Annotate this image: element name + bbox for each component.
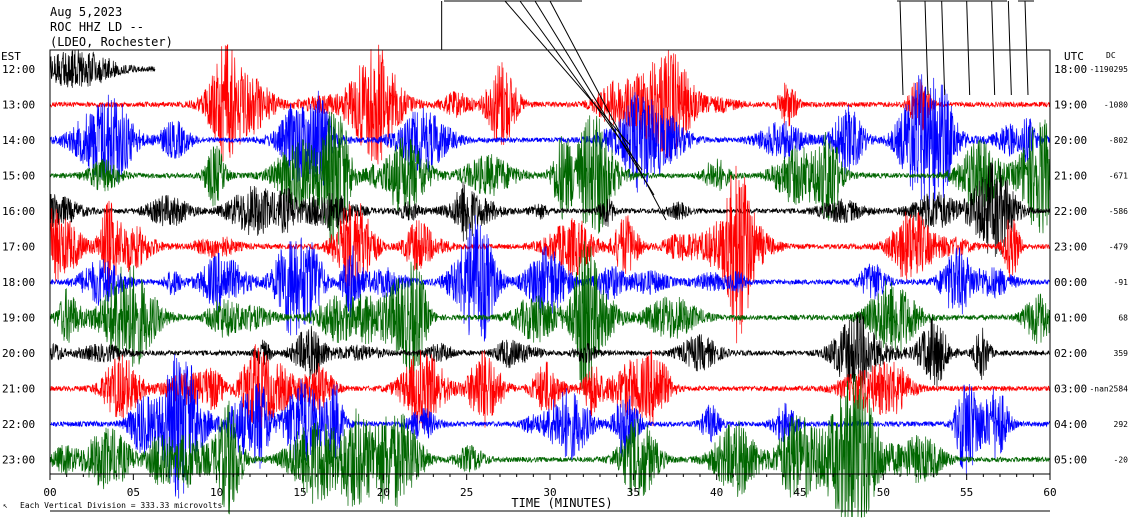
dc-offset-label: -nan2584 [1089, 385, 1128, 394]
seismic-trace-2300 [49, 373, 1051, 518]
dc-offset-label: 292 [1114, 420, 1129, 429]
event-marker-line [924, 0, 929, 96]
utc-hour-label: 05:00 [1054, 454, 1087, 467]
seismic-trace-2200 [49, 354, 1051, 499]
seismic-trace-1600 [49, 162, 1051, 257]
right-zone-label: UTC [1064, 50, 1084, 63]
seismic-trace-2100 [49, 344, 1050, 430]
trace-layer [49, 43, 1051, 518]
footer-scale-note: Each Vertical Division = 333.33 microvol… [20, 501, 222, 510]
event-marker-line [504, 0, 631, 146]
event-marker-line [1024, 0, 1029, 96]
x-axis-label: TIME (MINUTES) [511, 496, 612, 510]
utc-hour-label: 20:00 [1054, 134, 1087, 147]
utc-hour-label: 00:00 [1054, 276, 1087, 289]
dc-offset-label: -671 [1109, 172, 1128, 181]
footer-scale-icon: ↖ [3, 501, 8, 510]
utc-hour-label: 21:00 [1054, 170, 1087, 183]
est-hour-label: 17:00 [2, 241, 35, 254]
x-tick-label: 40 [710, 486, 723, 499]
est-hour-label: 23:00 [2, 454, 35, 467]
est-hour-label: 12:00 [2, 63, 35, 76]
seismic-trace-1300 [49, 43, 1051, 165]
utc-hour-label: 01:00 [1054, 312, 1087, 325]
dc-offset-label: 359 [1114, 349, 1129, 358]
utc-hour-label: 04:00 [1054, 418, 1087, 431]
x-tick-label: 20 [377, 486, 390, 499]
header-date: Aug 5,2023 [50, 5, 122, 19]
x-tick-label: 15 [293, 486, 306, 499]
dc-offset-label: -20 [1114, 456, 1129, 465]
seismic-trace-1400 [49, 74, 1051, 210]
x-tick-label: 45 [793, 486, 806, 499]
x-tick-label: 10 [210, 486, 223, 499]
event-marker-line [899, 0, 904, 96]
utc-hour-label: 19:00 [1054, 99, 1087, 112]
est-hour-label: 20:00 [2, 347, 35, 360]
x-tick-label: 60 [1043, 486, 1056, 499]
tick-layer: 00 05 10 15 20 25 30 35 40 45 50 55 60 [43, 474, 1057, 499]
x-tick-label: 55 [960, 486, 973, 499]
seismic-trace-1700 [49, 165, 1051, 344]
x-tick-label: 30 [543, 486, 556, 499]
utc-hour-label: 22:00 [1054, 205, 1087, 218]
est-hour-label: 22:00 [2, 418, 35, 431]
x-tick-label: 00 [43, 486, 56, 499]
left-zone-label: EST [1, 50, 21, 63]
dc-header: DC [1106, 51, 1116, 60]
utc-hour-label: 18:00 [1054, 63, 1087, 76]
est-hour-label: 19:00 [2, 312, 35, 325]
dc-offset-label: -1080 [1104, 101, 1128, 110]
dc-offset-label: -586 [1109, 207, 1128, 216]
utc-hour-label: 23:00 [1054, 241, 1087, 254]
dc-offset-label: -802 [1109, 136, 1128, 145]
est-hour-label: 15:00 [2, 170, 35, 183]
header-station: ROC HHZ LD -- [50, 20, 144, 34]
seismic-trace-1800 [49, 215, 1050, 342]
x-tick-label: 35 [627, 486, 640, 499]
header-network: (LDEO, Rochester) [50, 35, 173, 49]
event-marker-line [941, 0, 946, 96]
est-hour-label: 18:00 [2, 276, 35, 289]
est-hour-label: 13:00 [2, 99, 35, 112]
x-tick-label: 25 [460, 486, 473, 499]
x-tick-label: 05 [127, 486, 140, 499]
dc-offset-label: -1190295 [1089, 65, 1128, 74]
event-marker-line [966, 0, 971, 96]
dc-offset-label: 68 [1118, 314, 1128, 323]
seismic-trace-1200 [49, 49, 156, 88]
event-marker-line [534, 0, 655, 196]
dc-offset-label: -479 [1109, 243, 1128, 252]
est-hour-label: 21:00 [2, 383, 35, 396]
x-tick-label: 50 [877, 486, 890, 499]
event-marker-line [1007, 0, 1012, 96]
event-marker-line [549, 0, 667, 221]
est-hour-label: 16:00 [2, 205, 35, 218]
dc-offset-label: -91 [1114, 278, 1129, 287]
marker-layer [441, 0, 1029, 221]
seismic-trace-1900 [49, 241, 1051, 395]
seismic-trace-2000 [49, 312, 1051, 389]
seismic-trace-1500 [49, 111, 1051, 250]
event-marker-line [991, 0, 996, 96]
utc-hour-label: 03:00 [1054, 383, 1087, 396]
utc-hour-label: 02:00 [1054, 347, 1087, 360]
est-hour-label: 14:00 [2, 134, 35, 147]
